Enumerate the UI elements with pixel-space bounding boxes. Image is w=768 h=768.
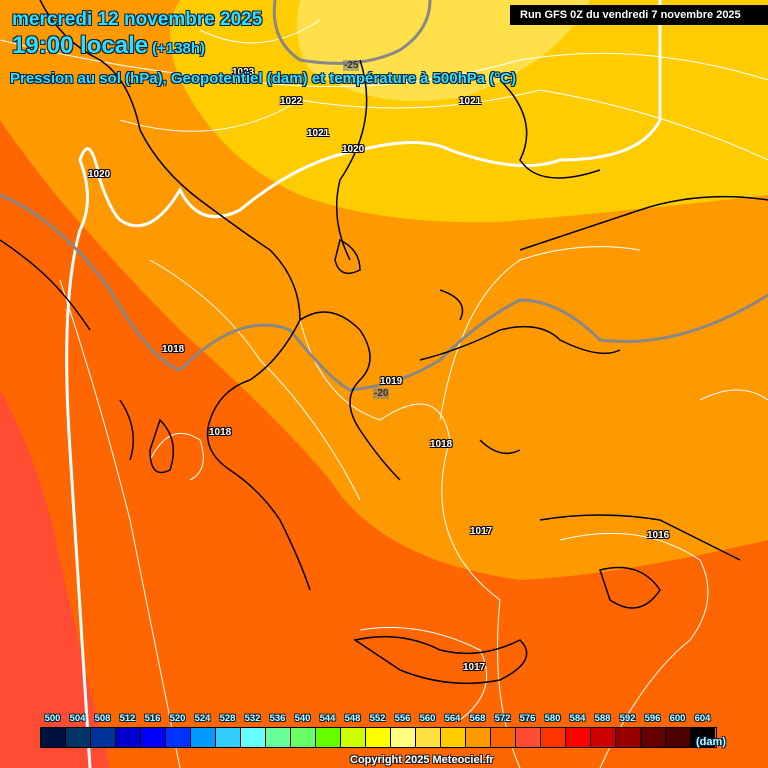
legend-tick-label: 552 xyxy=(369,713,386,724)
legend-color-swatch xyxy=(566,728,591,747)
forecast-date: mercredi 12 novembre 2025 xyxy=(12,9,263,30)
legend-tick-label: 596 xyxy=(644,713,661,724)
temperature-label: -20 xyxy=(373,388,390,399)
map-description: Pression au sol (hPa), Geopotentiel (dam… xyxy=(10,70,517,87)
legend-tick-label: 580 xyxy=(544,713,561,724)
legend-color-swatch xyxy=(216,728,241,747)
copyright: Copyright 2025 Meteociel.fr xyxy=(350,754,494,766)
legend-color-swatch xyxy=(366,728,391,747)
pressure-label: 1023 xyxy=(232,67,255,78)
local-time: 19:00 locale xyxy=(12,32,149,59)
legend-tick-label: 520 xyxy=(169,713,186,724)
legend-tick-label: 560 xyxy=(419,713,436,724)
legend-color-swatch xyxy=(541,728,566,747)
lead-time: (+138h) xyxy=(152,40,206,57)
legend-color-swatch xyxy=(241,728,266,747)
pressure-label: 1022 xyxy=(280,96,303,107)
legend-tick-label: 568 xyxy=(469,713,486,724)
pressure-label: 1019 xyxy=(380,376,403,387)
legend-color-swatch xyxy=(166,728,191,747)
legend-color-swatch xyxy=(41,728,66,747)
pressure-label: 1021 xyxy=(459,96,482,107)
legend-tick-label: 544 xyxy=(319,713,336,724)
legend-color-swatch xyxy=(516,728,541,747)
legend-color-swatch xyxy=(266,728,291,747)
legend-color-swatch xyxy=(116,728,141,747)
legend-tick-label: 504 xyxy=(69,713,86,724)
legend-color-swatch xyxy=(666,728,691,747)
legend-color-swatch xyxy=(441,728,466,747)
legend-color-swatch xyxy=(416,728,441,747)
legend-tick-label: 564 xyxy=(444,713,461,724)
legend-color-swatch xyxy=(616,728,641,747)
temperature-label: -25 xyxy=(343,60,360,71)
pressure-label: 1018 xyxy=(162,344,185,355)
legend-unit: (dam) xyxy=(696,736,726,748)
pressure-label: 1017 xyxy=(463,662,486,673)
legend-tick-label: 500 xyxy=(44,713,61,724)
pressure-label: 1017 xyxy=(470,526,493,537)
legend-color-swatch xyxy=(291,728,316,747)
legend-tick-label: 512 xyxy=(119,713,136,724)
pressure-label: 1018 xyxy=(209,427,232,438)
color-legend: 500 504 508 512 516 520 524 528 532 536 540 544 548 5… xyxy=(40,713,717,748)
legend-color-swatch xyxy=(66,728,91,747)
legend-color-swatch xyxy=(591,728,616,747)
legend-color-bar xyxy=(40,727,717,748)
pressure-label: 1018 xyxy=(430,439,453,450)
pressure-label: 1021 xyxy=(307,128,330,139)
legend-color-swatch xyxy=(316,728,341,747)
legend-tick-label: 536 xyxy=(269,713,286,724)
legend-ticks: 500 504 508 512 516 520 524 528 532 536 540 544 548 5… xyxy=(40,713,717,724)
legend-color-swatch xyxy=(641,728,666,747)
legend-tick-label: 576 xyxy=(519,713,536,724)
legend-tick-label: 588 xyxy=(594,713,611,724)
legend-tick-label: 584 xyxy=(569,713,586,724)
legend-tick-label: 600 xyxy=(669,713,686,724)
legend-tick-label: 592 xyxy=(619,713,636,724)
legend-tick-label: 528 xyxy=(219,713,236,724)
legend-color-swatch xyxy=(341,728,366,747)
legend-color-swatch xyxy=(466,728,491,747)
legend-color-swatch xyxy=(691,728,715,747)
legend-tick-label: 556 xyxy=(394,713,411,724)
legend-tick-label: 516 xyxy=(144,713,161,724)
legend-tick-label: 508 xyxy=(94,713,111,724)
pressure-label: 1020 xyxy=(88,169,111,180)
legend-color-swatch xyxy=(191,728,216,747)
legend-color-swatch xyxy=(491,728,516,747)
legend-tick-label: 540 xyxy=(294,713,311,724)
pressure-label: 1020 xyxy=(342,144,365,155)
legend-color-swatch xyxy=(141,728,166,747)
pressure-label: 1016 xyxy=(647,530,670,541)
legend-tick-label: 548 xyxy=(344,713,361,724)
legend-tick-label: 532 xyxy=(244,713,261,724)
legend-color-swatch xyxy=(91,728,116,747)
legend-tick-label: 524 xyxy=(194,713,211,724)
model-run-banner: Run GFS 0Z du vendredi 7 novembre 2025 xyxy=(510,5,768,25)
legend-color-swatch xyxy=(391,728,416,747)
forecast-time: 19:00 locale (+138h) xyxy=(12,32,205,60)
legend-tick-label: 572 xyxy=(494,713,511,724)
legend-tick-label: 604 xyxy=(694,713,711,724)
